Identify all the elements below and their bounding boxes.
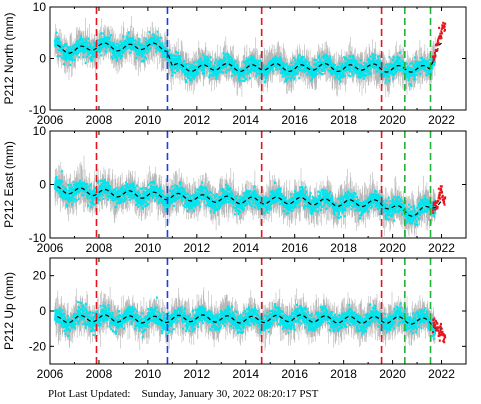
- recent-points: [432, 21, 447, 62]
- model-fit-line: [57, 42, 442, 73]
- x-tick-label: 2020: [379, 367, 406, 381]
- x-tick-label: 2016: [281, 367, 308, 381]
- plot-area: [53, 155, 447, 238]
- x-tick-label: 2016: [281, 113, 308, 127]
- x-tick-label: 2010: [135, 367, 162, 381]
- panel-east: 2006 2008 2010 2012 2014 2016 2018 2020 2022 -10 0…: [2, 124, 467, 255]
- model-fit-line: [57, 186, 442, 217]
- y-tick-label: 0: [39, 178, 46, 192]
- x-tick-label: 2010: [135, 241, 162, 255]
- x-tick-label: 2022: [428, 367, 455, 381]
- y-tick-label: 10: [33, 0, 47, 14]
- recent-points: [432, 317, 447, 344]
- x-tick-label: 2014: [232, 367, 259, 381]
- y-axis-title: P212 Up (mm): [2, 272, 16, 350]
- x-tick-label: 2018: [330, 241, 357, 255]
- x-tick-label: 2008: [86, 367, 113, 381]
- x-tick-label: 2006: [37, 113, 64, 127]
- x-tick-label: 2012: [183, 113, 210, 127]
- y-tick-label: 0: [39, 304, 46, 318]
- x-tick-label: 2012: [183, 367, 210, 381]
- y-axis-title: P212 North (mm): [2, 12, 16, 104]
- footer-label: Plot Last Updated:: [48, 388, 131, 400]
- x-tick-label: 2006: [37, 367, 64, 381]
- x-tick-label: 2018: [330, 367, 357, 381]
- x-tick-label: 2020: [379, 113, 406, 127]
- y-tick-label: 0: [39, 52, 46, 66]
- y-axis-title: P212 East (mm): [2, 141, 16, 228]
- x-tick-label: 2008: [86, 113, 113, 127]
- x-tick-label: 2022: [428, 113, 455, 127]
- x-tick-label: 2022: [428, 241, 455, 255]
- x-tick-label: 2014: [232, 113, 259, 127]
- panel-north: 2006 2008 2010 2012 2014 2016 2018 2020 2022 -10 0…: [2, 0, 467, 127]
- x-tick-label: 2018: [330, 113, 357, 127]
- x-tick-label: 2012: [183, 241, 210, 255]
- y-tick-label: 20: [33, 269, 47, 283]
- plot-area: [53, 16, 447, 98]
- x-tick-label: 2020: [379, 241, 406, 255]
- y-tick-label: -10: [29, 103, 47, 117]
- x-tick-label: 2006: [37, 241, 64, 255]
- x-tick-label: 2014: [232, 241, 259, 255]
- recent-points: [432, 185, 447, 214]
- x-tick-label: 2010: [135, 113, 162, 127]
- plot-area: [53, 287, 447, 351]
- panel-up: 2006 2008 2010 2012 2014 2016 2018 2020 2022 -20 0…: [2, 257, 467, 381]
- model-fit-line: [57, 314, 442, 330]
- plot-updated-footer: Plot Last Updated: Sunday, January 30, 2…: [48, 388, 318, 400]
- x-tick-label: 2008: [86, 241, 113, 255]
- y-tick-label: -20: [29, 339, 47, 353]
- footer-timestamp: Sunday, January 30, 2022 08:20:17 PST: [141, 388, 319, 400]
- y-tick-label: 10: [33, 124, 47, 138]
- data-points: [53, 296, 437, 340]
- y-tick-label: -10: [29, 231, 47, 245]
- x-tick-label: 2016: [281, 241, 308, 255]
